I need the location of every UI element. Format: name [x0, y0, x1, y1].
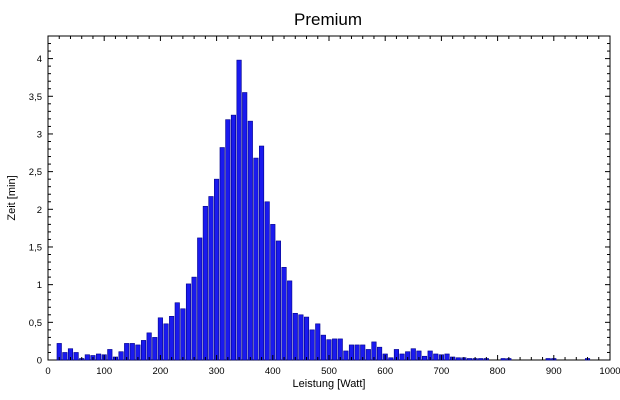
bar — [298, 314, 304, 361]
bar — [275, 240, 281, 361]
bar — [225, 119, 231, 361]
bar — [157, 317, 163, 361]
bar — [253, 157, 259, 361]
bar — [337, 338, 343, 361]
bar — [84, 354, 90, 361]
bar — [191, 276, 197, 361]
bar — [180, 308, 186, 361]
x-axis-ticks: 0 100 200 300 400 500 600 700 800 900 1000 — [45, 36, 620, 377]
bar — [343, 350, 349, 361]
bar — [388, 357, 394, 361]
bar — [169, 315, 175, 361]
bar — [315, 323, 321, 361]
y-tick-label: 1 — [37, 280, 42, 291]
bar — [433, 353, 439, 361]
bar — [287, 280, 293, 361]
bar — [73, 352, 79, 361]
y-tick-label: 0,5 — [29, 318, 42, 329]
bar — [230, 114, 237, 361]
y-axis-label: Zeit [min] — [6, 175, 18, 220]
x-tick-label: 1000 — [599, 366, 620, 377]
bar — [500, 358, 506, 361]
bar — [264, 201, 270, 361]
bar — [466, 358, 473, 361]
bar — [247, 120, 253, 361]
bar — [202, 205, 208, 361]
x-tick-label: 700 — [433, 366, 449, 377]
y-tick-label: 3 — [37, 129, 42, 140]
bar — [399, 353, 405, 361]
x-tick-label: 600 — [377, 366, 393, 377]
bar — [96, 353, 102, 361]
bar — [242, 92, 248, 361]
bar — [129, 343, 135, 361]
bar — [377, 346, 383, 361]
bar — [281, 267, 287, 361]
bar — [185, 283, 192, 361]
bar — [320, 334, 326, 361]
bar — [174, 302, 180, 361]
bar — [354, 344, 360, 361]
x-tick-label: 800 — [490, 366, 506, 377]
x-tick-label: 100 — [96, 366, 112, 377]
bar — [146, 332, 152, 361]
bar — [332, 338, 338, 361]
x-axis-label: Leistung [Watt] — [293, 378, 366, 390]
chart-title: Premium — [294, 10, 362, 29]
x-tick-label: 0 — [45, 366, 50, 377]
bar — [455, 357, 461, 361]
x-tick-label: 900 — [546, 366, 562, 377]
bar — [421, 355, 428, 361]
y-tick-label: 1,5 — [29, 242, 42, 253]
x-tick-label: 200 — [152, 366, 168, 377]
bar — [236, 59, 242, 361]
bar — [163, 323, 169, 361]
bar — [365, 349, 371, 361]
y-tick-label: 3,5 — [29, 92, 42, 103]
bar — [545, 358, 551, 361]
y-tick-label: 2 — [37, 205, 42, 216]
y-tick-label: 2,5 — [29, 167, 42, 178]
bar — [219, 147, 225, 361]
bar — [410, 348, 416, 361]
y-tick-label: 4 — [37, 54, 42, 65]
bar — [270, 224, 276, 361]
bar — [118, 351, 124, 361]
bar — [259, 145, 265, 361]
bar — [62, 352, 68, 361]
bar — [292, 312, 298, 361]
bar — [303, 316, 310, 361]
bar — [478, 358, 484, 361]
bar — [140, 340, 147, 361]
y-axis-ticks: 0 0,5 1 1,5 2 2,5 3 3,5 4 — [29, 43, 610, 367]
y-tick-label: 0 — [37, 356, 42, 367]
plot-area — [47, 35, 611, 361]
x-tick-label: 500 — [321, 366, 337, 377]
bar — [197, 237, 203, 361]
x-tick-label: 400 — [265, 366, 281, 377]
bar — [107, 349, 113, 361]
bar — [208, 196, 214, 361]
bar — [309, 329, 315, 361]
bar — [152, 337, 158, 361]
bars — [56, 59, 591, 361]
bar — [444, 353, 450, 361]
x-tick-label: 300 — [209, 366, 225, 377]
bar — [214, 178, 220, 361]
